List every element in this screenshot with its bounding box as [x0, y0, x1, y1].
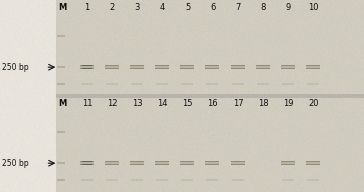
Text: 19: 19 — [283, 99, 294, 108]
Text: 7: 7 — [236, 3, 241, 12]
Text: 20: 20 — [308, 99, 319, 108]
Text: 2: 2 — [110, 3, 115, 12]
Text: 4: 4 — [160, 3, 165, 12]
Text: 11: 11 — [82, 99, 92, 108]
Text: 1: 1 — [84, 3, 90, 12]
Text: 3: 3 — [135, 3, 140, 12]
Text: 16: 16 — [207, 99, 218, 108]
Text: M: M — [58, 99, 66, 108]
Text: 17: 17 — [233, 99, 244, 108]
Text: 9: 9 — [286, 3, 291, 12]
Text: 250 bp: 250 bp — [2, 63, 28, 72]
Text: 18: 18 — [258, 99, 269, 108]
Text: 5: 5 — [185, 3, 190, 12]
Text: 10: 10 — [308, 3, 319, 12]
Text: 15: 15 — [182, 99, 193, 108]
Text: 8: 8 — [261, 3, 266, 12]
Text: 250 bp: 250 bp — [2, 159, 28, 168]
Text: 13: 13 — [132, 99, 143, 108]
Text: 6: 6 — [210, 3, 215, 12]
Text: M: M — [58, 3, 66, 12]
Text: 12: 12 — [107, 99, 118, 108]
Text: 14: 14 — [157, 99, 168, 108]
